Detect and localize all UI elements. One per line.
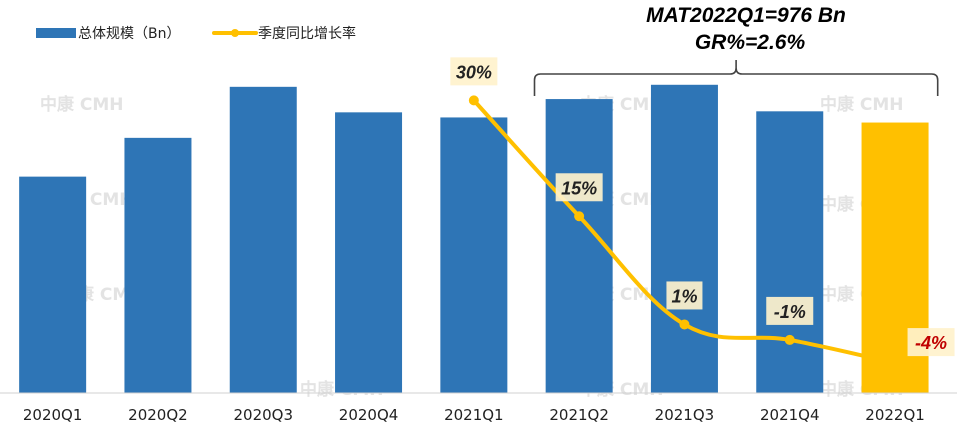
bar-series (19, 84, 929, 394)
x-tick-2021q3: 2021Q3 (655, 406, 715, 424)
growth-label-box (450, 57, 498, 86)
x-tick-2020q4: 2020Q4 (339, 406, 399, 424)
watermark-text: 中康 CMH (40, 94, 124, 115)
legend-bar-swatch (36, 28, 76, 38)
bar-2021q3 (650, 84, 718, 394)
legend: 总体规模（Bn） 季度同比增长率 (36, 25, 356, 42)
growth-point-2021q4 (784, 334, 795, 345)
x-tick-2020q3: 2020Q3 (233, 406, 293, 424)
growth-label-2021q1: 30% (456, 62, 492, 82)
growth-point-2021q3 (679, 319, 690, 330)
mat-annotation-line2: GR%=2.6% (695, 31, 806, 54)
growth-label-2021q3: 1% (671, 286, 697, 306)
growth-label-box (555, 173, 603, 202)
watermark-text: 中康 CMH (820, 94, 904, 115)
growth-point-2022q1 (890, 358, 901, 369)
x-tick-2020q2: 2020Q2 (128, 406, 188, 424)
legend-line-marker (231, 29, 239, 37)
legend-line-label: 季度同比增长率 (258, 25, 356, 42)
growth-label-box (766, 296, 814, 325)
x-tick-2021q1: 2021Q1 (444, 406, 504, 424)
growth-line-series (468, 95, 901, 369)
bar-2021q2 (545, 99, 613, 393)
growth-label-2021q2: 15% (561, 178, 597, 198)
growth-line (471, 98, 898, 366)
x-tick-2021q4: 2021Q4 (760, 406, 820, 424)
x-tick-2020q1: 2020Q1 (23, 406, 83, 424)
legend-bar-label: 总体规模（Bn） (78, 26, 180, 42)
mat-annotation-line1: MAT2022Q1=976 Bn (646, 4, 846, 27)
x-tick-2021q2: 2021Q2 (549, 406, 609, 424)
growth-label-2022q1: -4% (915, 333, 947, 353)
bar-2020q2 (124, 137, 192, 393)
growth-point-2021q2 (574, 211, 585, 222)
growth-label-2021q4: -1% (774, 302, 806, 322)
bar-2020q3 (229, 86, 297, 393)
mat-bracket (533, 60, 939, 96)
growth-label-box (666, 281, 703, 310)
bar-2020q1 (19, 176, 87, 393)
x-tick-2022q1: 2022Q1 (865, 406, 925, 424)
bar-2021q4 (756, 111, 824, 393)
growth-point-2021q1 (468, 95, 479, 106)
mat-bracket-path (533, 60, 939, 96)
bar-2021q1 (440, 117, 508, 394)
bar-2020q4 (335, 112, 403, 394)
growth-data-labels: 30% 15% 1% -1% -4% (450, 57, 955, 357)
x-tick-labels: 2020Q1 2020Q2 2020Q3 2020Q4 2021Q1 2021Q2 2021… (23, 406, 925, 424)
growth-label-box (907, 328, 955, 357)
